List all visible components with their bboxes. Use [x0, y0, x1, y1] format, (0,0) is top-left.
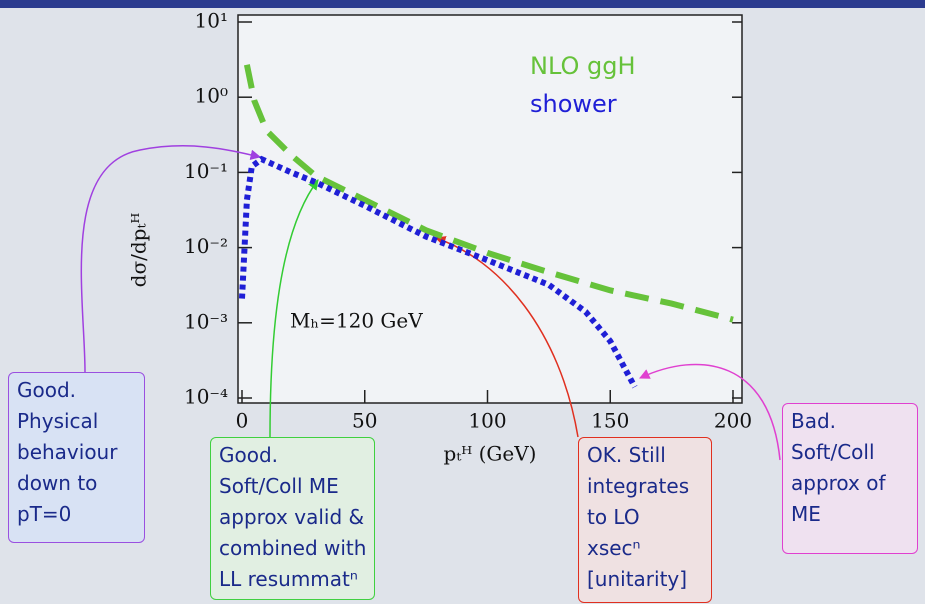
note-line: pT=0	[17, 499, 136, 530]
y-tick-label: 10⁻⁴	[184, 385, 228, 409]
note-line: xsecⁿ	[587, 533, 703, 564]
note-line: [unitarity]	[587, 564, 703, 595]
note-line: LL resummatⁿ	[219, 564, 366, 595]
note-line: integrates	[587, 471, 703, 502]
y-tick-label: 10⁻²	[184, 234, 228, 258]
note-line: combined with	[219, 533, 366, 564]
legend-label: shower	[530, 90, 617, 118]
note-line: OK. Still	[587, 440, 703, 471]
x-axis-label: pₜᴴ (GeV)	[444, 442, 537, 466]
note-line: down to	[17, 468, 136, 499]
x-tick-label: 100	[468, 409, 506, 433]
legend-label: NLO ggH	[530, 52, 636, 80]
note-line: Good.	[219, 440, 366, 471]
y-tick-label: 10⁰	[195, 84, 228, 108]
x-tick-label: 0	[236, 409, 249, 433]
y-tick-label: 10¹	[195, 9, 228, 33]
note-line: Good.	[17, 375, 136, 406]
x-tick-label: 150	[591, 409, 629, 433]
x-tick-label: 50	[352, 409, 377, 433]
note-line: ME	[791, 499, 909, 530]
note-line: Bad.	[791, 406, 909, 437]
y-tick-label: 10⁻¹	[184, 159, 228, 183]
note-line: to LO	[587, 502, 703, 533]
plot-background	[238, 15, 742, 403]
arrow	[81, 146, 260, 372]
note-line: Physical	[17, 406, 136, 437]
y-tick-label: 10⁻³	[184, 309, 228, 333]
slide: Mₕ=120 GeV dσ/dpₜᴴ pₜᴴ (GeV) 10¹ 10⁰ 10⁻¹ 1…	[0, 0, 925, 604]
y-axis-label: dσ/dpₜᴴ	[127, 213, 151, 288]
x-tick-label: 200	[714, 409, 752, 433]
note-line: approx valid &	[219, 502, 366, 533]
mass-annotation: Mₕ=120 GeV	[290, 309, 423, 333]
note-line: behaviour	[17, 437, 136, 468]
note-line: approx of	[791, 468, 909, 499]
note-line: Soft/Coll ME	[219, 471, 366, 502]
note-line: Soft/Coll	[791, 437, 909, 468]
